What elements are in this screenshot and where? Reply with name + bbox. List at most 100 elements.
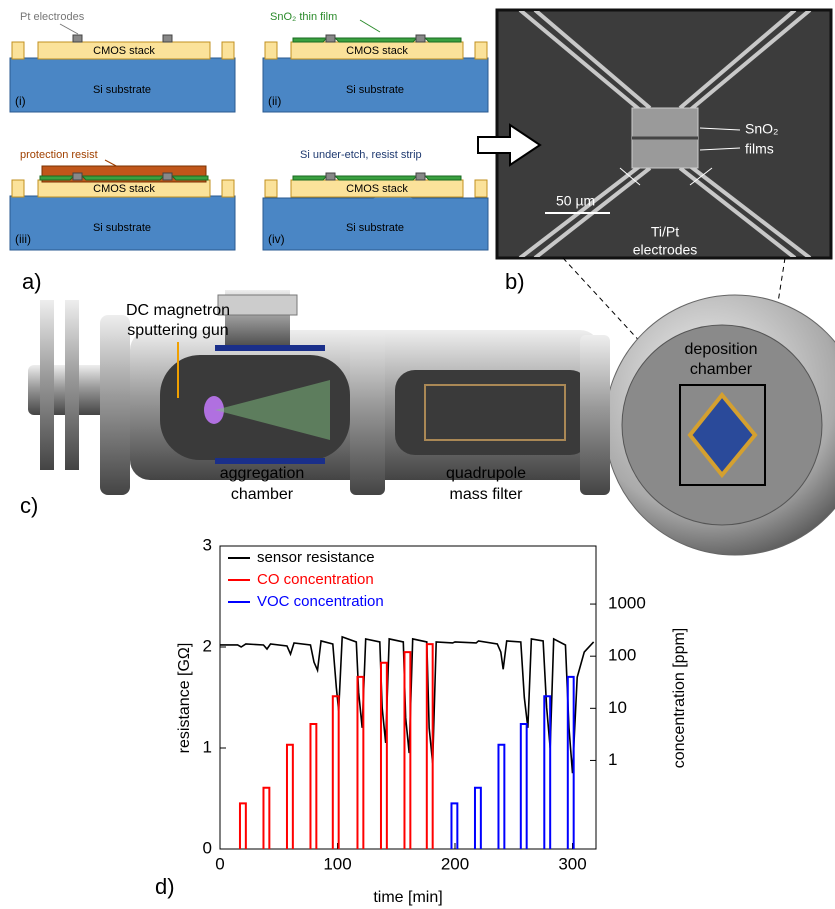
- plot-frame: [219, 545, 597, 850]
- film: [292, 36, 462, 43]
- label: mass filter: [450, 486, 524, 503]
- x-tick-label: 300: [558, 854, 586, 873]
- step-label: (iv): [268, 232, 285, 246]
- panel-label: b): [505, 269, 525, 294]
- substrate-label: Si substrate: [346, 222, 404, 234]
- line: [220, 635, 595, 774]
- label: deposition: [685, 341, 758, 358]
- label: SnO₂: [745, 121, 778, 137]
- y2-tick-label: 1000: [608, 594, 646, 613]
- pulse: [519, 723, 528, 849]
- annotation: Pt electrodes: [20, 11, 85, 23]
- stack-label: CMOS stack: [346, 45, 408, 57]
- y-tick-label: 2: [203, 636, 212, 655]
- pad: [264, 179, 278, 198]
- panel-label: c): [20, 493, 38, 518]
- y2-axis-label: concentration [ppm]: [671, 628, 688, 769]
- label: Ti/Pt: [651, 224, 679, 240]
- pulse: [497, 743, 506, 849]
- annotation: SnO₂ thin film: [270, 11, 337, 23]
- label: chamber: [690, 361, 753, 378]
- y-axis-label: resistance [GΩ]: [176, 643, 193, 754]
- label: chamber: [231, 486, 294, 503]
- sem-image: [495, 8, 833, 260]
- x-axis-label: time [min]: [373, 889, 442, 906]
- pulse: [309, 723, 318, 849]
- substrate-label: Si substrate: [93, 84, 151, 96]
- stack: [37, 41, 211, 60]
- electrode: [72, 34, 83, 43]
- pulse: [403, 651, 412, 849]
- electrode: [325, 172, 336, 181]
- electrode: [72, 172, 83, 181]
- stack-label: CMOS stack: [346, 183, 408, 195]
- electrode: [162, 34, 173, 43]
- annotation: protection resist: [20, 149, 98, 161]
- process-step: CMOS stack Si substrate (ii): [262, 34, 489, 113]
- pointer: [59, 23, 79, 35]
- annotation: Si under-etch, resist strip: [300, 149, 422, 161]
- y2-tick-label: 10: [608, 698, 627, 717]
- label: DC magnetron: [126, 302, 230, 319]
- substrate: [262, 57, 489, 113]
- stack-label: CMOS stack: [93, 45, 155, 57]
- pulse: [543, 695, 552, 849]
- process-step: CMOS stack Si substrate (iii): [9, 165, 236, 251]
- electrode: [415, 34, 426, 43]
- stack-label: CMOS stack: [93, 183, 155, 195]
- pulse: [473, 786, 482, 849]
- x-tick-label: 100: [323, 854, 351, 873]
- label: electrodes: [633, 242, 698, 258]
- x-tick-label: 0: [215, 854, 224, 873]
- substrate-label: Si substrate: [346, 84, 404, 96]
- pulse: [425, 643, 434, 849]
- label: sputtering gun: [127, 322, 228, 339]
- pad: [221, 41, 235, 60]
- step-label: (i): [15, 94, 26, 108]
- substrate: [9, 195, 236, 251]
- scale-label: 50 µm: [556, 193, 595, 209]
- pulse: [262, 786, 271, 849]
- pulse: [379, 661, 388, 849]
- pulse: [356, 675, 365, 849]
- electrode: [325, 34, 336, 43]
- panel-label: a): [22, 269, 42, 294]
- y-tick-label: 0: [203, 838, 212, 857]
- pad: [474, 179, 488, 198]
- pad: [474, 41, 488, 60]
- pad: [11, 179, 25, 198]
- substrate: [9, 57, 236, 113]
- process-steps: CMOS stack Si substrate (i) CMOS stack Si su…: [9, 34, 489, 251]
- electrode: [162, 172, 173, 181]
- arrow: [477, 123, 542, 167]
- pad: [264, 41, 278, 60]
- y-tick-label: 1: [203, 737, 212, 756]
- pointer: [359, 19, 381, 33]
- pulse: [566, 675, 575, 849]
- pulse: [331, 695, 340, 849]
- process-step: CMOS stack Si substrate (i): [9, 34, 236, 113]
- label: aggregation: [220, 465, 305, 482]
- pad: [11, 41, 25, 60]
- label: films: [745, 141, 774, 157]
- y2-tick-label: 100: [608, 646, 636, 665]
- step-label: (ii): [268, 94, 281, 108]
- panel-label: d): [155, 874, 175, 899]
- legend-label: VOC concentration: [257, 593, 384, 610]
- film: [292, 174, 462, 181]
- label: quadrupole: [446, 465, 526, 482]
- legend-label: sensor resistance: [257, 549, 375, 566]
- pulse: [450, 802, 459, 849]
- y2-tick-label: 1: [608, 750, 617, 769]
- y-tick-label: 3: [203, 535, 212, 554]
- pad: [221, 179, 235, 198]
- step-label: (iii): [15, 232, 31, 246]
- electrode: [415, 172, 426, 181]
- film: [39, 174, 209, 181]
- legend-label: CO concentration: [257, 571, 374, 588]
- pulse: [238, 802, 247, 849]
- process-step: CMOS stack Si substrate (iv): [262, 172, 489, 251]
- x-tick-label: 200: [441, 854, 469, 873]
- apparatus: [28, 257, 835, 556]
